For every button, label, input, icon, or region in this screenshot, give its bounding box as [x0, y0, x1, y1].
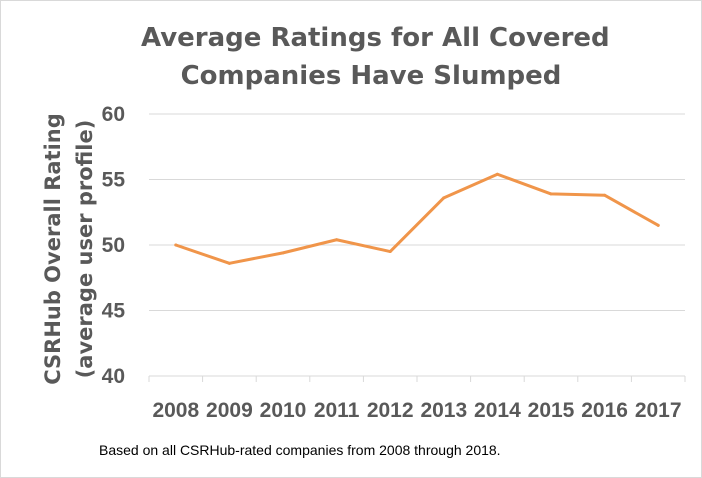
- chart-title: Average Ratings for All Covered Companie…: [141, 19, 610, 95]
- x-tick-label-2014: 2014: [474, 399, 521, 422]
- y-tick-label-40: 40: [102, 365, 125, 388]
- x-tick-label-2011: 2011: [314, 399, 360, 422]
- x-tick-label-2016: 2016: [581, 399, 628, 422]
- data-point-2014: [495, 172, 499, 176]
- x-tick-label-2009: 2009: [206, 399, 253, 422]
- data-point-2010: [281, 251, 285, 255]
- x-tick-label-2008: 2008: [152, 399, 199, 422]
- data-point-2008: [174, 243, 178, 247]
- data-point-2016: [603, 193, 607, 197]
- chart-title-line-2: Companies Have Slumped: [180, 61, 562, 91]
- x-tick-label-2013: 2013: [420, 399, 467, 422]
- data-point-2012: [388, 250, 392, 254]
- y-tick-label-60: 60: [102, 103, 125, 126]
- x-tick-label-2012: 2012: [367, 399, 414, 422]
- y-tick-label-45: 45: [102, 300, 126, 323]
- y-tick-label-50: 50: [102, 234, 125, 257]
- data-point-2013: [442, 196, 446, 200]
- y-tick-label-55: 55: [102, 169, 126, 192]
- data-point-2017: [656, 223, 660, 227]
- footnote: Based on all CSRHub-rated companies from…: [99, 442, 501, 458]
- x-tick-label-2017: 2017: [635, 399, 682, 422]
- x-tick-label-2015: 2015: [528, 399, 575, 422]
- data-point-2011: [335, 238, 339, 242]
- data-point-2009: [227, 261, 231, 265]
- series-line-0: [174, 172, 660, 265]
- chart-title-line-1: Average Ratings for All Covered: [141, 23, 610, 53]
- x-tick-label-2010: 2010: [260, 399, 307, 422]
- data-point-2015: [549, 192, 553, 196]
